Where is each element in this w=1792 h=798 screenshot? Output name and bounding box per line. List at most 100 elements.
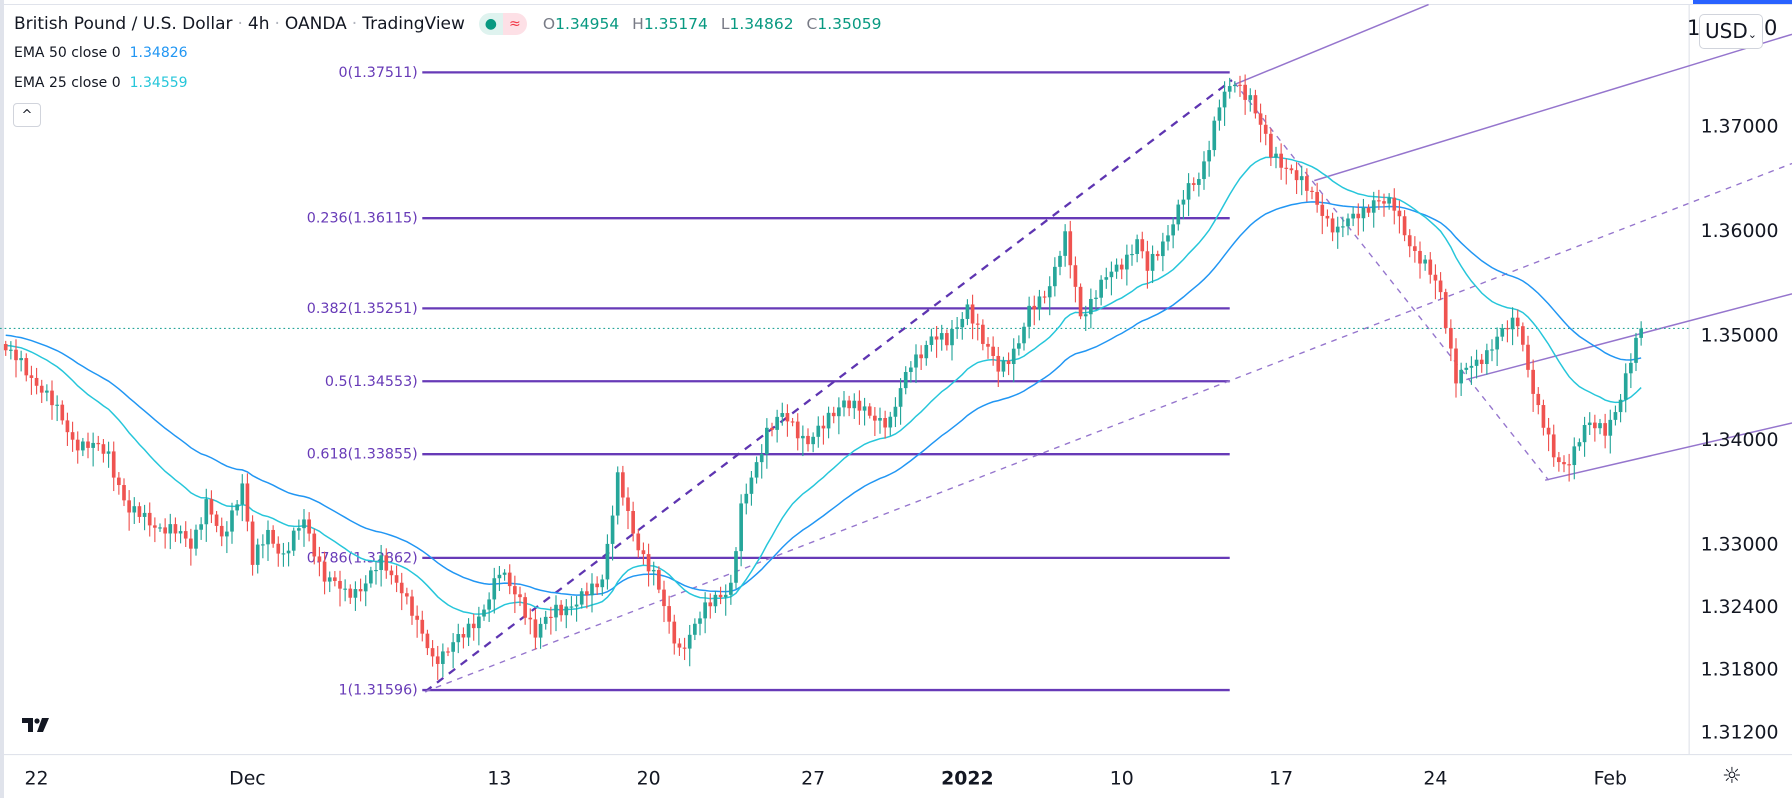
candle (610, 505, 615, 561)
candle (852, 393, 857, 419)
candle-body (405, 593, 409, 597)
candle-body (81, 441, 85, 451)
candle-body (759, 454, 764, 463)
candle-body (327, 577, 332, 582)
candle-body (559, 604, 563, 616)
candle-body (1330, 218, 1335, 233)
candle-body (34, 377, 39, 386)
candle (677, 638, 682, 656)
price-tick-label: 1.35000 (1701, 324, 1779, 346)
candle (1572, 437, 1577, 480)
candle-body (127, 500, 131, 513)
symbol-title[interactable]: British Pound / U.S. Dollar (14, 14, 233, 34)
median-dashed-line[interactable] (424, 162, 1792, 693)
settings-gear-icon[interactable]: ☼ (1722, 764, 1742, 789)
candle-body (1557, 457, 1561, 463)
candle (1320, 194, 1325, 235)
candle-body (250, 521, 255, 565)
channel-line-bottom[interactable] (1544, 422, 1792, 481)
time-axis[interactable]: 22 Dec 13 20 27 2022 10 17 24 Feb (25, 767, 1627, 789)
candle (929, 328, 934, 352)
legend-ema-50[interactable]: EMA 50 close 0 1.34826 (14, 45, 188, 61)
candle-body (847, 400, 851, 409)
candle-body (1577, 442, 1582, 447)
channel-line-lower[interactable] (1466, 293, 1792, 381)
candle-body (1186, 183, 1191, 200)
candle-body (477, 616, 481, 629)
candle (317, 546, 322, 577)
candle-body (790, 421, 795, 423)
candle-body (1449, 328, 1453, 349)
time-tick-label: 22 (25, 767, 49, 789)
candle (693, 618, 697, 641)
candle (1238, 75, 1242, 97)
candle-body (621, 472, 625, 498)
candle (1387, 193, 1391, 210)
candle (847, 395, 851, 417)
candle-body (1623, 373, 1628, 400)
currency-button[interactable]: USD⌄ (1699, 14, 1763, 49)
approx-icon: ≈ (502, 13, 527, 35)
candle (111, 441, 116, 492)
separator: · (237, 14, 243, 34)
candle-body (806, 435, 810, 445)
candle (867, 403, 872, 419)
interval[interactable]: 4h (247, 14, 270, 34)
candle (579, 588, 584, 609)
candle (1212, 116, 1217, 157)
candle (1104, 267, 1109, 289)
candle (1269, 128, 1273, 166)
candle (1094, 290, 1098, 310)
handle-dashed-line[interactable] (1233, 81, 1550, 481)
candle-body (266, 529, 270, 545)
candle-body (1366, 207, 1371, 213)
candle (96, 435, 101, 451)
candle (914, 344, 918, 384)
price-axis[interactable]: 1.37000 1.36000 1.35000 1.34000 1.33000 1.324… (1701, 116, 1779, 744)
exchange: OANDA (284, 14, 347, 34)
candle-body (425, 633, 430, 649)
candle-body (585, 591, 589, 596)
candle (857, 390, 862, 425)
trend-dashed-line[interactable] (424, 79, 1233, 693)
candle (883, 410, 887, 439)
candle-body (579, 591, 584, 605)
low-value: 1.34862 (729, 15, 794, 33)
candle-body (240, 483, 245, 505)
candle-body (1191, 183, 1196, 185)
candle-body (482, 609, 486, 617)
pitchfork-drawing[interactable] (424, 3, 1792, 693)
candle (1022, 322, 1026, 351)
candle (1346, 213, 1350, 236)
tradingview-logo-icon[interactable] (20, 713, 52, 737)
candle (415, 605, 419, 638)
candle-body (348, 588, 353, 598)
candle (636, 529, 641, 558)
candle-body (924, 344, 929, 359)
candle (1593, 414, 1597, 442)
candle-body (1063, 231, 1067, 256)
candle-body (934, 336, 939, 340)
candle-body (1238, 84, 1242, 86)
candle (981, 319, 985, 351)
channel-line-top[interactable] (1234, 3, 1429, 86)
candle-body (214, 514, 219, 526)
candle (559, 600, 563, 622)
candle (240, 474, 245, 522)
legend-ema-25[interactable]: EMA 25 close 0 1.34559 (14, 75, 188, 91)
candle-body (178, 531, 183, 534)
axis-clipped-label: 0 (1764, 16, 1778, 40)
candle (1485, 343, 1489, 375)
candle (1551, 424, 1556, 467)
green-dot-icon: ● (478, 13, 503, 35)
candle-body (441, 651, 445, 664)
candle-body (605, 543, 610, 580)
candle (1181, 190, 1186, 220)
candle (482, 604, 486, 621)
candle-body (1017, 343, 1021, 349)
active-tab-indicator (1693, 0, 1792, 4)
channel-line-upper[interactable] (1314, 33, 1792, 182)
collapse-legend-button[interactable]: ^ (13, 103, 41, 127)
market-status-pill[interactable]: ● ≈ (478, 13, 527, 35)
